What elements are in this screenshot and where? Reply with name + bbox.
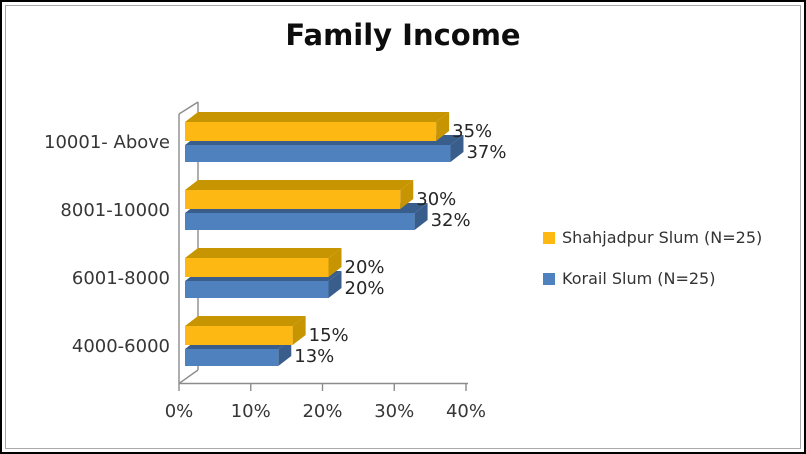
bar-end-face-korail-1 — [414, 203, 428, 230]
bar-korail-2 — [185, 281, 329, 298]
wall-bottom-edge — [178, 369, 199, 385]
bar-end-face-korail-3 — [278, 339, 292, 366]
bar-korail-0 — [185, 145, 451, 162]
bar-end-face-shahjadpur-3 — [292, 316, 306, 345]
bar-shahjadpur-1 — [185, 190, 401, 209]
bar-end-face-korail-0 — [450, 135, 464, 162]
chart-title: Family Income — [285, 18, 521, 52]
bar-shahjadpur-2 — [185, 258, 329, 277]
bar-end-face-shahjadpur-2 — [328, 248, 342, 277]
bar-top-face-shahjadpur-0 — [185, 112, 450, 122]
bar-end-face-shahjadpur-0 — [436, 112, 450, 141]
bar-shahjadpur-3 — [185, 326, 293, 345]
legend-swatch-korail — [543, 272, 555, 285]
bar-korail-1 — [185, 213, 415, 230]
bar-top-face-shahjadpur-1 — [185, 180, 414, 190]
bar-top-face-shahjadpur-2 — [185, 248, 342, 258]
bar-korail-3 — [185, 349, 279, 366]
bar-end-face-korail-2 — [328, 271, 342, 298]
bar-shahjadpur-0 — [185, 122, 437, 141]
legend-label-korail: Korail Slum (N=25) — [562, 269, 716, 288]
legend-swatch-shahjadpur — [543, 231, 555, 244]
wall-top-edge — [178, 101, 199, 115]
legend-label-shahjadpur: Shahjadpur Slum (N=25) — [562, 228, 763, 247]
bar-top-face-shahjadpur-3 — [185, 316, 306, 326]
legend-item-korail: Korail Slum (N=25) — [543, 269, 715, 288]
bar-end-face-shahjadpur-1 — [400, 180, 414, 209]
legend-item-shahjadpur: Shahjadpur Slum (N=25) — [543, 228, 762, 247]
